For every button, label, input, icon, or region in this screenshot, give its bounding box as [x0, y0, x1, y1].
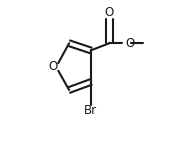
Text: O: O [105, 6, 114, 19]
Text: O: O [125, 37, 134, 50]
Text: Br: Br [84, 104, 97, 117]
Text: O: O [48, 60, 57, 73]
